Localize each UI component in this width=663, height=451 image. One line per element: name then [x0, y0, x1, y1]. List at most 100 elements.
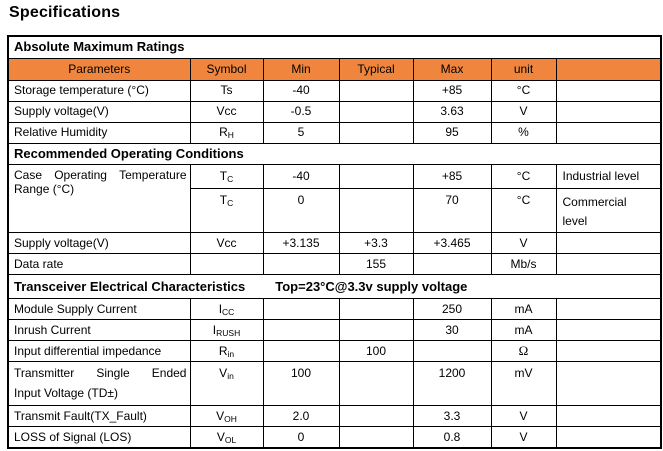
min-cell: -40	[262, 79, 340, 102]
param-cell: Inrush Current	[7, 319, 191, 342]
min-cell: 0	[262, 187, 340, 234]
symbol-cell: Ts	[189, 79, 264, 102]
column-header-min: Min	[262, 57, 340, 81]
symbol-cell: Rin	[189, 340, 264, 363]
section-row-transceiver-electrical-characteristics: Transceiver Electrical Characteristics To…	[7, 274, 662, 300]
note-cell	[555, 426, 662, 449]
min-cell: 0	[262, 426, 340, 449]
symbol-cell: RH	[189, 121, 264, 144]
max-cell: 3.3	[412, 405, 492, 428]
table-row-storage-temperature: Storage temperature (°C) Ts -40 +85 °C	[7, 79, 662, 102]
symbol-cell: Vcc	[189, 232, 264, 255]
note-cell	[555, 232, 662, 255]
min-cell	[262, 253, 340, 276]
note-cell	[555, 319, 662, 342]
table-row-module-supply-current: Module Supply Current ICC 250 mA	[7, 298, 662, 321]
section-row-recommended-operating-conditions: Recommended Operating Conditions	[7, 142, 662, 165]
note-cell: Commercial level	[555, 187, 662, 234]
typical-cell	[338, 426, 414, 449]
note-cell	[555, 79, 662, 102]
param-line-1: Transmitter Single Ended	[14, 366, 187, 381]
max-cell: +85	[412, 79, 492, 102]
unit-cell: %	[490, 121, 557, 144]
column-header-unit: unit	[490, 57, 557, 81]
note-cell: Industrial level	[555, 163, 662, 189]
symbol-cell: VOH	[189, 405, 264, 428]
symbol-cell: VOL	[189, 426, 264, 449]
section-title: Recommended Operating Conditions	[7, 142, 662, 165]
symbol-cell: Vin	[189, 361, 264, 407]
unit-cell: mV	[490, 361, 557, 407]
symbol-cell: TC	[189, 187, 264, 234]
min-cell	[262, 298, 340, 321]
max-cell: 30	[412, 319, 492, 342]
typical-cell	[338, 163, 414, 189]
unit-cell: mA	[490, 298, 557, 321]
param-cell: Supply voltage(V)	[7, 232, 191, 255]
max-cell	[412, 340, 492, 363]
param-cell: Module Supply Current	[7, 298, 191, 321]
unit-cell: V	[490, 232, 557, 255]
table-header-row: Parameters Symbol Min Typical Max unit	[7, 57, 662, 81]
table-row-loss-of-signal: LOSS of Signal (LOS) VOL 0 0.8 V	[7, 426, 662, 449]
note-cell	[555, 121, 662, 144]
max-cell	[412, 253, 492, 276]
table-row-supply-voltage-abs: Supply voltage(V) Vcc -0.5 3.63 V	[7, 100, 662, 123]
unit-cell: mA	[490, 319, 557, 342]
page-title: Specifications	[9, 4, 121, 21]
typical-cell	[338, 121, 414, 144]
table-row-input-differential-impedance: Input differential impedance Rin 100 Ω	[7, 340, 662, 363]
param-cell: Case Operating Temperature Range (°C)	[7, 163, 191, 234]
symbol-cell: ICC	[189, 298, 264, 321]
table-row-case-temp-industrial: Case Operating Temperature Range (°C) TC -…	[7, 163, 662, 234]
param-cell: LOSS of Signal (LOS)	[7, 426, 191, 449]
max-cell: +85	[412, 163, 492, 189]
column-header-extra	[555, 57, 662, 81]
unit-cell: V	[490, 405, 557, 428]
table-row-data-rate: Data rate 155 Mb/s	[7, 253, 662, 276]
min-cell: +3.135	[262, 232, 340, 255]
note-cell	[555, 405, 662, 428]
param-cell: Supply voltage(V)	[7, 100, 191, 123]
note-cell	[555, 100, 662, 123]
unit-cell: V	[490, 100, 557, 123]
table-row-case-temp-commercial: TC 0 70 °C Commercial level	[8, 187, 662, 234]
note-cell	[555, 340, 662, 363]
column-header-parameters: Parameters	[7, 57, 191, 81]
typical-cell	[338, 298, 414, 321]
max-cell: 3.63	[412, 100, 492, 123]
section-row-absolute-maximum-ratings: Absolute Maximum Ratings	[7, 35, 662, 59]
column-header-symbol: Symbol	[189, 57, 264, 81]
max-cell: +3.465	[412, 232, 492, 255]
param-line-2: Range (°C)	[14, 181, 75, 196]
unit-cell: °C	[490, 163, 557, 189]
max-cell: 0.8	[412, 426, 492, 449]
note-cell	[555, 298, 662, 321]
min-cell	[262, 340, 340, 363]
unit-cell: Mb/s	[490, 253, 557, 276]
table-row-supply-voltage-rec: Supply voltage(V) Vcc +3.135 +3.3 +3.465…	[7, 232, 662, 255]
section-title: Absolute Maximum Ratings	[7, 35, 662, 59]
section-title: Transceiver Electrical Characteristics To…	[7, 274, 662, 300]
typical-cell	[338, 405, 414, 428]
unit-cell: °C	[490, 187, 557, 234]
max-cell: 70	[412, 187, 492, 234]
param-cell: Storage temperature (°C)	[7, 79, 191, 102]
symbol-cell	[189, 253, 264, 276]
typical-cell: 100	[338, 340, 414, 363]
max-cell: 250	[412, 298, 492, 321]
param-cell: Relative Humidity	[7, 121, 191, 144]
param-cell: Transmit Fault(TX_Fault)	[7, 405, 191, 428]
max-cell: 1200	[412, 361, 492, 407]
typical-cell	[338, 361, 414, 407]
param-line-2: Input Voltage (TD±)	[14, 386, 118, 401]
symbol-cell: IRUSH	[189, 319, 264, 342]
column-header-typical: Typical	[338, 57, 414, 81]
param-cell: Data rate	[7, 253, 191, 276]
max-cell: 95	[412, 121, 492, 144]
typical-cell	[338, 187, 414, 234]
section-subtitle-text: Top=23°C@3.3v supply voltage	[275, 278, 468, 294]
param-line-1: Case Operating Temperature	[14, 167, 187, 182]
specifications-table: Absolute Maximum Ratings Parameters Symb…	[7, 35, 662, 449]
column-header-max: Max	[412, 57, 492, 81]
